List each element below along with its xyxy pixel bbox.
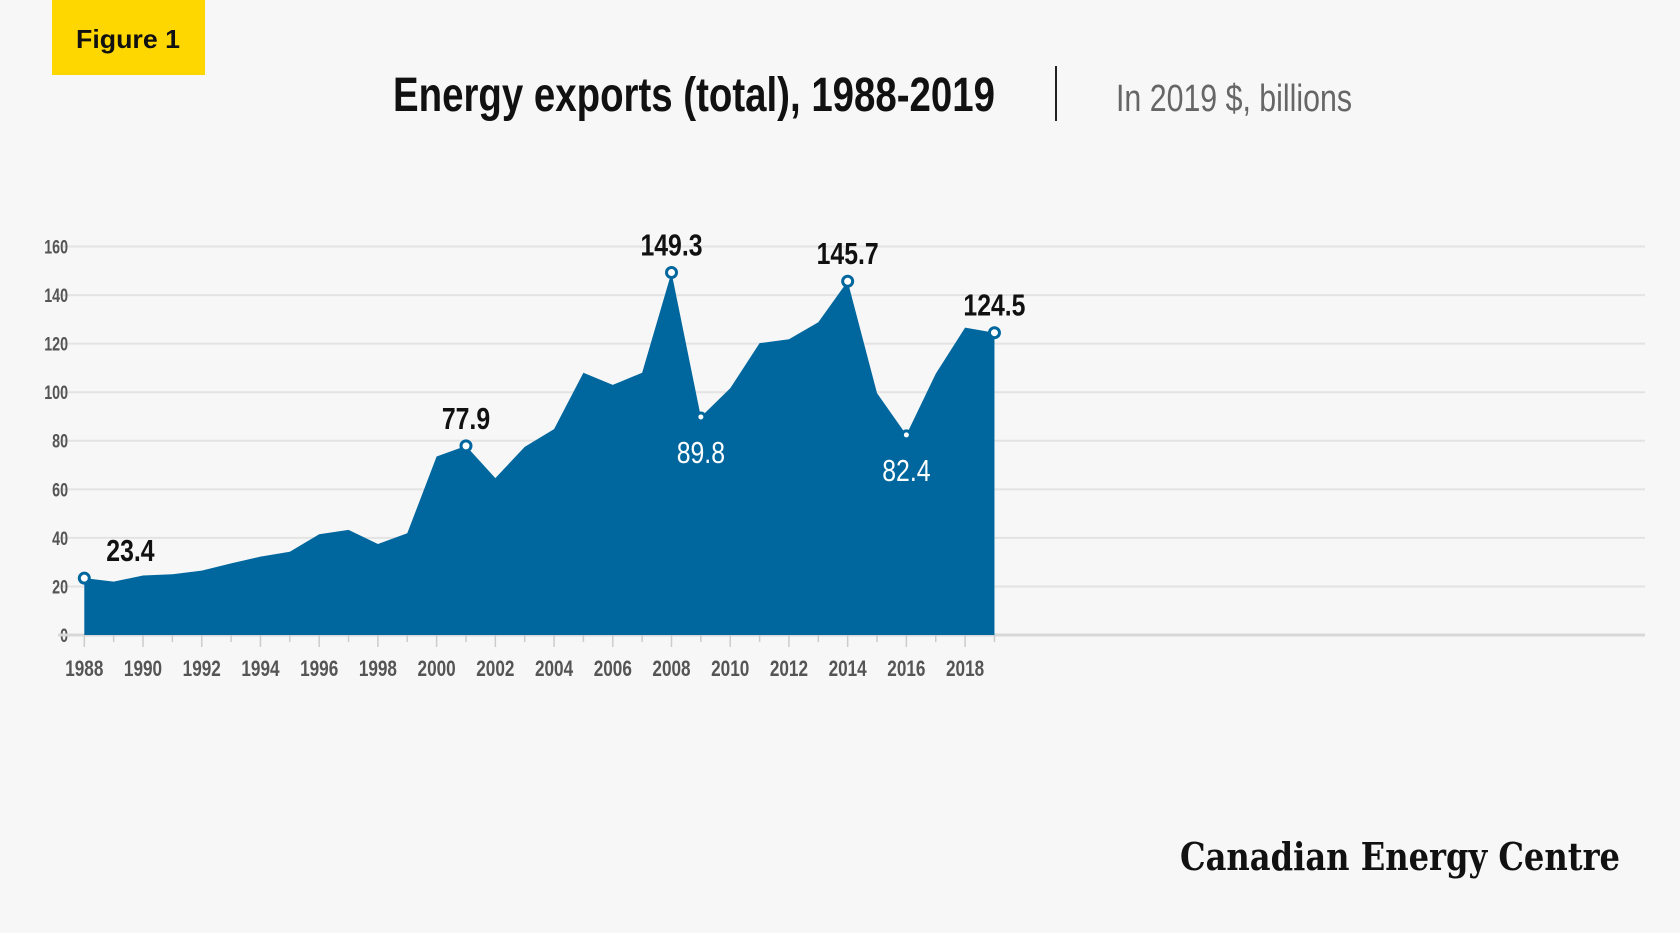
x-tick-label: 1994 [241,657,279,682]
x-tick-label: 1998 [359,657,397,682]
x-tick-label: 1990 [124,657,162,682]
y-tick-label: 20 [52,576,68,597]
data-label: 149.3 [640,228,702,262]
figure-badge [52,0,205,75]
x-tick-label: 2004 [535,657,573,682]
x-tick-label: 2006 [594,657,632,682]
y-tick-label: 80 [52,431,68,452]
x-tick-label: 2008 [652,657,690,682]
data-label: 77.9 [442,401,490,435]
x-tick-label: 2000 [418,657,456,682]
chart-title: Energy exports (total), 1988-2019 [393,69,995,122]
data-point-marker [900,429,912,441]
data-point-marker [665,265,678,279]
x-tick-label: 2018 [946,657,984,682]
figure-badge-label: Figure 1 [76,24,180,54]
x-tick-label: 2016 [887,657,925,682]
x-tick-label: 2014 [829,657,867,682]
x-tick-label: 2002 [476,657,514,682]
data-point-marker [77,571,91,585]
area-series [84,272,995,635]
y-tick-label: 60 [52,479,68,500]
x-tick-label: 2012 [770,657,808,682]
data-label: 23.4 [106,534,155,568]
y-tick-label: 140 [44,285,68,306]
data-label: 89.8 [677,435,725,469]
y-tick-label: 120 [44,334,68,355]
x-tick-label: 1988 [65,657,103,682]
data-label: 124.5 [963,288,1025,322]
data-point-marker [695,411,707,423]
y-tick-label: 100 [44,382,68,403]
x-tick-label: 1996 [300,657,338,682]
data-label: 82.4 [882,453,930,487]
data-point-marker [459,439,473,453]
brand-logo: Canadian Energy Centre [1180,834,1620,879]
data-point-marker [841,274,855,288]
y-tick-label: 160 [44,237,68,258]
chart-subtitle: In 2019 $, billions [1116,78,1352,120]
y-tick-label: 40 [52,528,68,549]
x-tick-label: 2010 [711,657,749,682]
data-label: 145.7 [817,237,879,271]
x-tick-label: 1992 [183,657,221,682]
data-point-marker [987,326,1001,340]
